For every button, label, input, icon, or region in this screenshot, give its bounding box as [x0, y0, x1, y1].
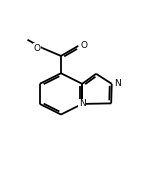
- Text: O: O: [33, 44, 40, 53]
- Text: N: N: [114, 79, 121, 88]
- Text: N: N: [79, 99, 86, 108]
- Text: O: O: [80, 41, 88, 50]
